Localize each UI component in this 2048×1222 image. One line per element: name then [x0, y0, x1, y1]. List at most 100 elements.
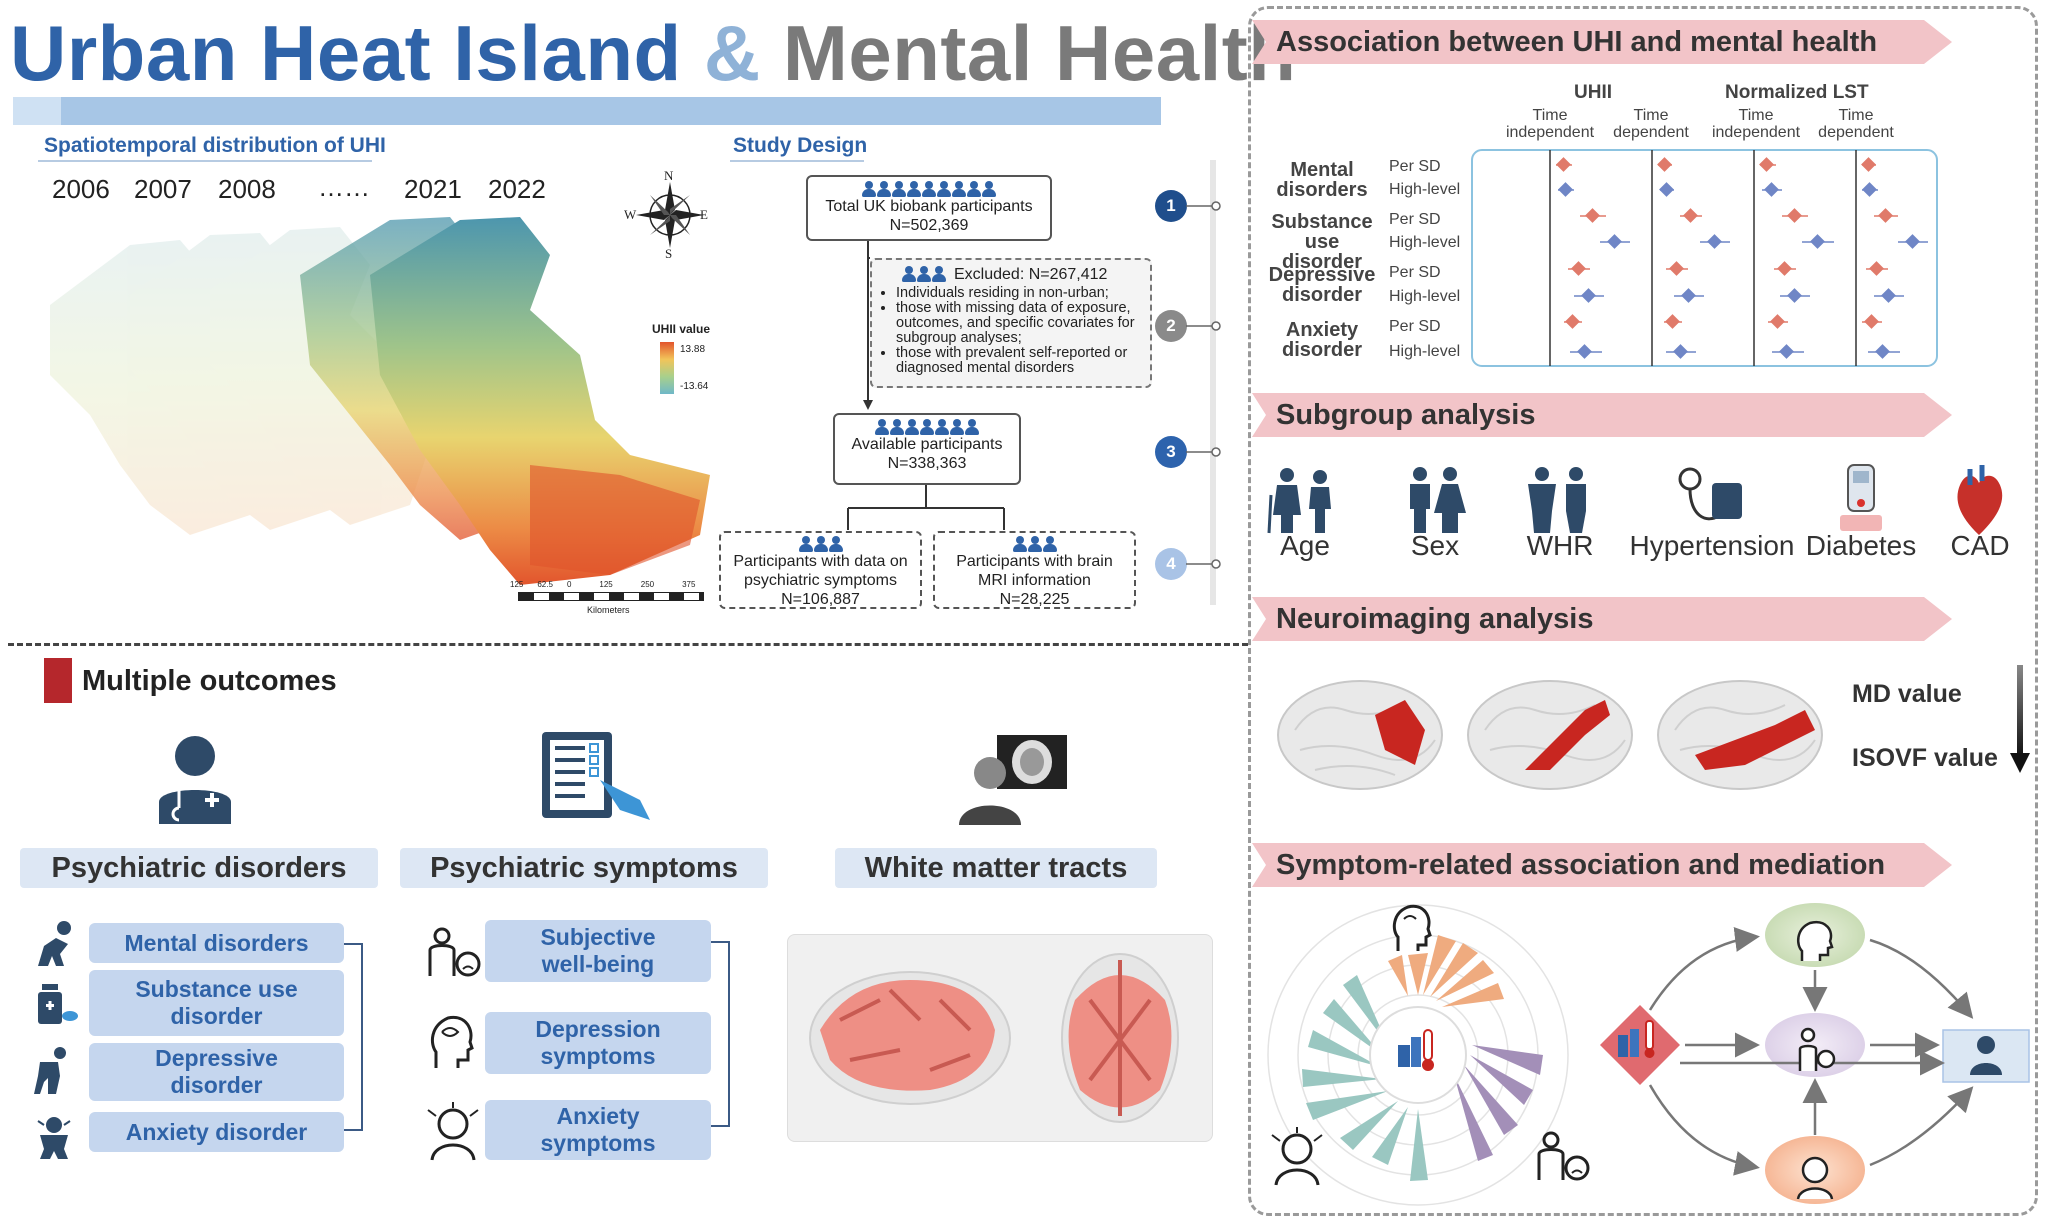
down-arrow-icon [2010, 665, 2030, 773]
title-ampersand: & [703, 9, 761, 97]
step-3-badge: 3 [1155, 436, 1187, 468]
mri-box-count: N=28,225 [999, 591, 1070, 608]
legend-title: UHII value [652, 322, 711, 336]
subgroup-label-hypertension: Hypertension [1629, 530, 1795, 561]
neuroimaging-brains [1277, 680, 1823, 790]
column-header: Time independent [1711, 107, 1801, 141]
total-participants-label: Total UK biobank participants [825, 198, 1033, 215]
exclusion-item: those with missing data of exposure, out… [896, 301, 1142, 346]
year-label: 2022 [488, 174, 546, 204]
disorders-bracket [344, 943, 363, 1131]
metric-label: Per SD [1389, 264, 1441, 281]
title-part-uhi: Urban Heat Island [10, 9, 682, 97]
doctor-icon [159, 736, 231, 824]
scale-tick: 62.5 [537, 580, 553, 589]
outcome-substance-use: Substance use disorder [89, 970, 344, 1036]
outcome-mental-disorders: Mental disorders [89, 923, 344, 963]
sex-icon [1410, 467, 1466, 533]
scale-bar [518, 592, 704, 601]
year-ellipsis: …… [318, 172, 370, 202]
metric-label: Per SD [1389, 158, 1441, 175]
unhappy-person-icon [428, 927, 481, 977]
white-matter-tracts-image [809, 953, 1179, 1123]
people-icon [721, 536, 920, 552]
md-value-label: MD value [1852, 680, 1962, 708]
psych-box-count: N=106,887 [781, 591, 860, 608]
metric-label: High-level [1389, 343, 1461, 360]
anxious-person-icon [1271, 1127, 1323, 1186]
column-header: Time independent [1505, 107, 1595, 141]
scale-tick: 250 [640, 580, 655, 589]
forest-plot [1471, 149, 1938, 367]
metric-label: High-level [1389, 234, 1461, 251]
glucometer-icon [1840, 464, 1882, 531]
outcomes-marker [44, 658, 72, 703]
scale-ticks: 125 62.5 0 125 250 375 500 [510, 580, 737, 589]
subgroup-banner: Subgroup analysis [1252, 393, 1952, 437]
step-4-badge: 4 [1155, 548, 1187, 580]
compass-icon [636, 182, 704, 248]
spatiotemporal-label: Spatiotemporal distribution of UHI [44, 134, 386, 157]
uhi-map-stack [50, 217, 710, 585]
scale-tick: 125 [599, 580, 613, 589]
anxious-face-icon [427, 1102, 479, 1161]
head-stress-icon [1392, 904, 1432, 951]
available-participants-box: Available participants N=338,363 [833, 413, 1021, 485]
outcome-anxiety: Anxiety disorder [89, 1112, 344, 1152]
exclusion-item: Individuals residing in non-urban; [896, 286, 1142, 301]
exclusion-item: those with prevalent self-reported or di… [896, 346, 1142, 376]
metric-label: Per SD [1389, 318, 1441, 335]
association-banner: Association between UHI and mental healt… [1252, 20, 1952, 64]
whr-icon [1528, 467, 1586, 533]
radial-symptom-chart [1267, 904, 1569, 1206]
white-matter-head: White matter tracts [835, 848, 1157, 888]
available-participants-label: Available participants [851, 436, 1003, 453]
psych-box-line: psychiatric symptoms [744, 572, 897, 589]
subgroup-label-whr: WHR [1526, 530, 1594, 561]
step-connectors [1186, 201, 1221, 569]
sad-person-icon [1537, 1131, 1590, 1181]
psychiatric-symptoms-box: Participants with data on psychiatric sy… [719, 531, 922, 609]
people-icon [835, 419, 1019, 435]
metric-label: High-level [1389, 181, 1461, 198]
psychiatric-disorders-head: Psychiatric disorders [20, 848, 378, 888]
subgroup-label-sex: Sex [1410, 530, 1460, 561]
people-icon [902, 266, 946, 282]
metric-label: High-level [1389, 288, 1461, 305]
symptoms-bracket [711, 941, 730, 1127]
step-timeline [1210, 160, 1216, 605]
spatiotemporal-underline [38, 160, 372, 162]
group-normalized-lst: Normalized LST [1725, 82, 1869, 103]
step-2-badge: 2 [1155, 310, 1187, 342]
mri-box-line: Participants with brain [956, 553, 1113, 570]
mediation-diagram [1600, 903, 2030, 1204]
study-design-underline [730, 160, 864, 162]
age-icon [1267, 468, 1331, 534]
people-icon [808, 181, 1050, 197]
mri-box-line: MRI information [978, 572, 1091, 589]
subgroup-label-diabetes: Diabetes [1805, 530, 1917, 561]
metric-label: Per SD [1389, 211, 1441, 228]
page-title: Urban Heat Island & Mental Health [10, 8, 1296, 98]
year-label: 2007 [134, 174, 192, 204]
outcome-depressive: Depressive disorder [89, 1043, 344, 1101]
psychiatric-symptoms-head: Psychiatric symptoms [400, 848, 768, 888]
compass-e: E [700, 207, 708, 222]
outcome-anxiety-symptoms: Anxiety symptoms [485, 1100, 711, 1160]
depressed-head-icon [430, 1015, 474, 1068]
excluded-box: Excluded: N=267,412 Individuals residing… [870, 258, 1152, 388]
scale-tick: 125 [510, 580, 524, 589]
row-label-anxiety: Anxiety disorder [1281, 319, 1363, 361]
outcome-subjective-wellbeing: Subjective well-being [485, 920, 711, 982]
psych-box-line: Participants with data on [733, 553, 908, 570]
available-participants-count: N=338,363 [887, 455, 967, 472]
row-label-mental: Mental disorders [1276, 159, 1368, 201]
outcomes-title: Multiple outcomes [82, 665, 337, 697]
title-bar-accent [13, 97, 61, 125]
excluded-title: Excluded: N=267,412 [954, 265, 1108, 283]
heart-icon [1957, 465, 2003, 535]
title-bar [13, 97, 1161, 125]
isovf-value-label: ISOVF value [1852, 744, 1998, 772]
section-divider [8, 643, 1248, 646]
column-header: Time dependent [1613, 107, 1689, 141]
